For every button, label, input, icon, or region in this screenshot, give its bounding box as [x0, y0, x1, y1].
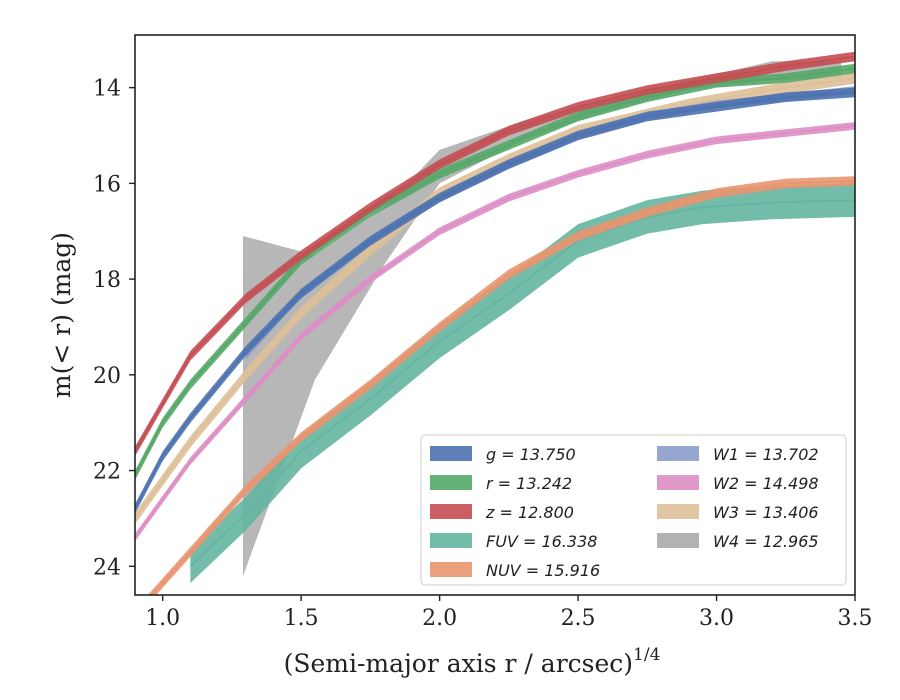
series-layer: [135, 51, 855, 595]
y-tick-label: 16: [93, 172, 121, 197]
series-line-nuv: [150, 180, 855, 595]
legend-label-w1: W1 = 13.702: [713, 445, 819, 464]
plot-frame: [134, 34, 856, 596]
legend-label-w2: W2 = 14.498: [713, 474, 819, 493]
legend-swatch-w2: [657, 475, 699, 490]
legend-swatch-nuv: [430, 562, 472, 577]
series-band-g: [135, 87, 855, 514]
axis-layer: 1.0 1.5 2.0 2.5 3.0 3.5 14 16 18 20 22 24: [93, 77, 873, 631]
legend-label-nuv: NUV = 15.916: [486, 561, 600, 580]
series-line-z: [135, 55, 855, 452]
legend-label-w4: W4 = 12.965: [713, 532, 819, 551]
x-tick-label: 2.0: [422, 606, 457, 631]
series-line-fuv: [189, 199, 855, 567]
x-axis-label-exponent: 1/4: [633, 645, 660, 665]
legend-swatch-w1: [657, 446, 699, 461]
legend: g = 13.750 r = 13.242 z = 12.800 FUV = 16.3…: [420, 434, 847, 586]
series-band-w2: [135, 122, 855, 542]
series-line-g: [135, 91, 855, 510]
legend-label-r: r = 13.242: [486, 474, 572, 493]
x-tick-label: 1.0: [145, 606, 180, 631]
legend-swatch-fuv: [430, 533, 472, 548]
legend-label-fuv: FUV = 16.338: [486, 532, 597, 551]
legend-frame: [420, 434, 847, 586]
legend-swatch-w3: [657, 504, 699, 519]
series-line-w2: [135, 125, 855, 539]
legend-label-g: g = 13.750: [486, 445, 576, 464]
legend-swatch-w4: [657, 533, 699, 548]
legend-swatch-r: [430, 475, 472, 490]
y-tick-label: 24: [93, 555, 121, 580]
x-tick-label: 3.0: [699, 606, 734, 631]
y-tick-label: 22: [93, 460, 121, 485]
legend-entries: g = 13.750 r = 13.242 z = 12.800 FUV = 16.3…: [430, 445, 819, 580]
y-axis-label: m(< r) (mag): [47, 232, 76, 398]
series-band-r: [135, 63, 855, 481]
x-tick-label: 2.5: [561, 606, 596, 631]
series-band-z: [135, 51, 855, 457]
legend-swatch-z: [430, 504, 472, 519]
series-band-w3: [135, 72, 855, 525]
y-tick-label: 18: [93, 268, 121, 293]
x-axis-label: (Semi-major axis r / arcsec)1/4: [284, 645, 661, 678]
x-tick-label: 1.5: [284, 606, 319, 631]
y-tick-label: 14: [93, 77, 121, 102]
legend-swatch-g: [430, 446, 472, 461]
legend-label-w3: W3 = 13.406: [713, 503, 819, 522]
y-tick-label: 20: [93, 364, 121, 389]
legend-label-z: z = 12.800: [485, 503, 574, 522]
x-tick-label: 3.5: [838, 606, 873, 631]
